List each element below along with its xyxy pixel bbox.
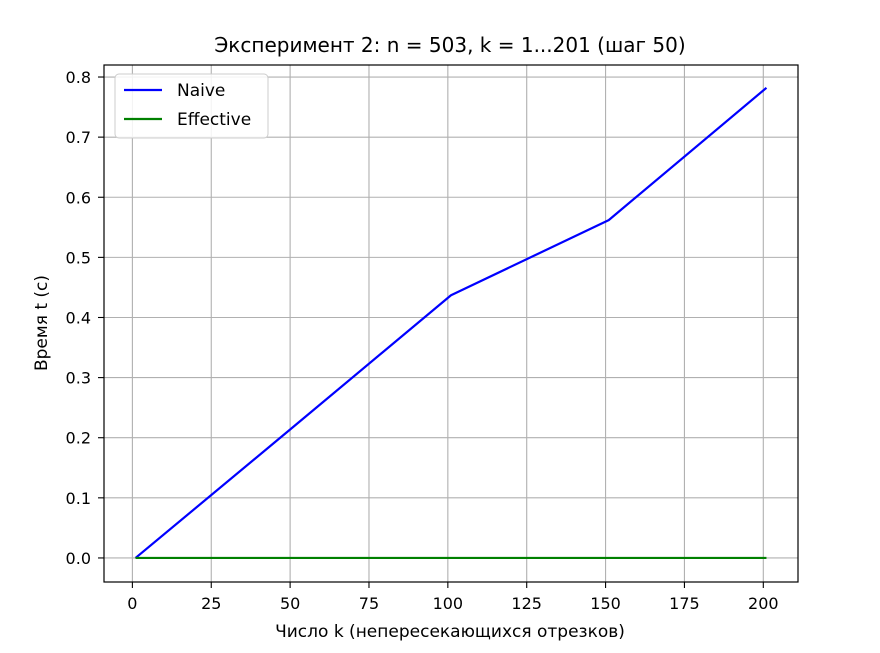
y-axis-label: Время t (с) bbox=[32, 275, 52, 371]
series-line-naive bbox=[134, 86, 768, 559]
x-tick-label: 75 bbox=[359, 594, 379, 613]
plot-frame bbox=[103, 64, 799, 583]
legend-label: Naive bbox=[177, 81, 225, 101]
y-tick-label: 0.3 bbox=[66, 369, 91, 388]
x-tick-label: 100 bbox=[433, 594, 464, 613]
y-tick-label: 0.5 bbox=[66, 248, 91, 267]
x-tick-label: 50 bbox=[280, 594, 300, 613]
x-tick-label: 200 bbox=[748, 594, 779, 613]
x-tick-label: 125 bbox=[511, 594, 542, 613]
x-axis-ticks: 0 25 50 75 100 125 150 175 200 bbox=[127, 582, 779, 613]
y-tick-label: 0.8 bbox=[66, 68, 91, 87]
x-axis-label: Число k (непересекающихся отрезков) bbox=[275, 622, 625, 642]
y-axis-ticks: 0.0 0.1 0.2 0.3 0.4 0.5 0.6 0.7 0.8 bbox=[66, 68, 104, 568]
y-tick-label: 0.6 bbox=[66, 188, 91, 207]
legend-label: Effective bbox=[177, 110, 251, 130]
y-tick-label: 0.2 bbox=[66, 429, 91, 448]
y-tick-label: 0.0 bbox=[66, 549, 91, 568]
x-tick-label: 0 bbox=[127, 594, 137, 613]
series-layer bbox=[134, 86, 768, 560]
x-tick-label: 175 bbox=[669, 594, 700, 613]
y-tick-label: 0.1 bbox=[66, 489, 91, 508]
chart-title: Эксперимент 2: n = 503, k = 1...201 (шаг… bbox=[214, 33, 685, 57]
y-tick-label: 0.4 bbox=[66, 308, 91, 327]
legend: Naive Effective bbox=[114, 73, 269, 139]
x-tick-label: 150 bbox=[590, 594, 621, 613]
x-tick-label: 25 bbox=[201, 594, 221, 613]
y-tick-label: 0.7 bbox=[66, 128, 91, 147]
